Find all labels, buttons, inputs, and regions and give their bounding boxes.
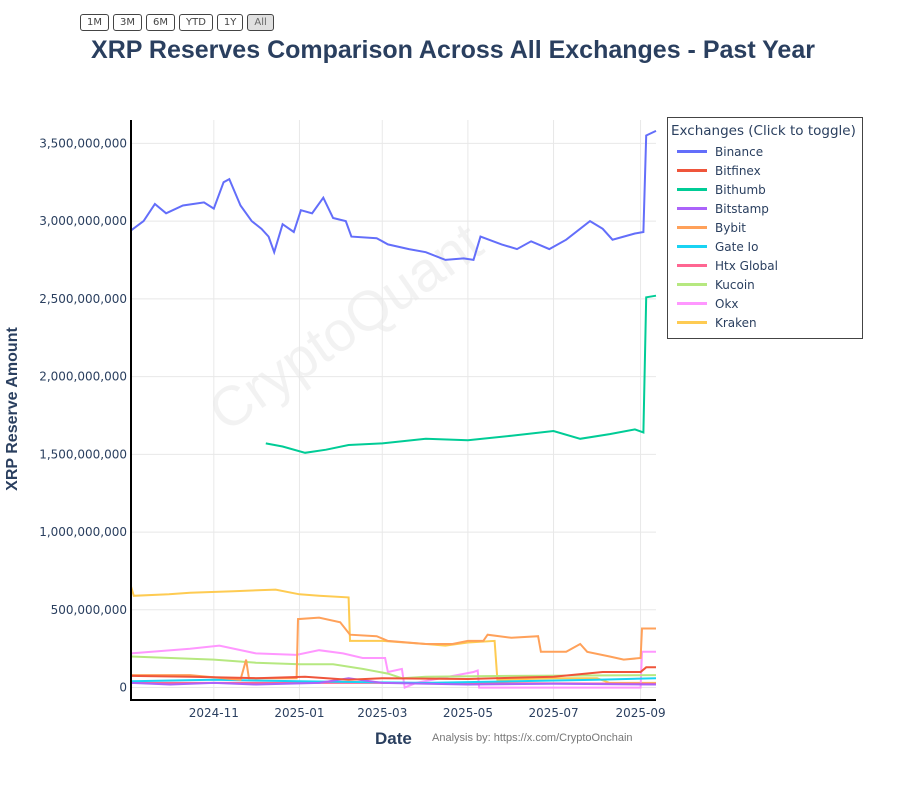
legend-label: Kraken — [715, 315, 757, 330]
legend-item-okx[interactable]: Okx — [671, 294, 862, 313]
credit-text: Analysis by: https://x.com/CryptoOnchain — [432, 732, 633, 744]
x-tick-label: 2025-05 — [443, 706, 493, 720]
x-tick-label: 2025-01 — [274, 706, 324, 720]
legend-swatch — [677, 302, 707, 305]
legend-item-binance[interactable]: Binance — [671, 142, 862, 161]
legend-label: Htx Global — [715, 258, 778, 273]
legend-label: Bithumb — [715, 182, 766, 197]
series-line-gate-io — [130, 677, 657, 684]
range-button-all[interactable]: All — [247, 14, 274, 31]
y-tick-label: 2,500,000,000 — [39, 292, 127, 306]
series-line-bithumb — [265, 294, 657, 454]
range-button-3m[interactable]: 3M — [113, 14, 142, 31]
legend-item-bitstamp[interactable]: Bitstamp — [671, 199, 862, 218]
x-tick-label: 2025-03 — [357, 706, 407, 720]
x-tick-label: 2025-07 — [528, 706, 578, 720]
legend-item-htx-global[interactable]: Htx Global — [671, 256, 862, 275]
legend-swatch — [677, 150, 707, 153]
y-tick-label: 1,500,000,000 — [39, 447, 127, 461]
legend-item-kucoin[interactable]: Kucoin — [671, 275, 862, 294]
legend-label: Bybit — [715, 220, 746, 235]
x-axis-label: Date — [375, 729, 412, 748]
legend-swatch — [677, 188, 707, 191]
legend-label: Binance — [715, 144, 764, 159]
series-line-kraken — [130, 586, 656, 684]
legend-swatch — [677, 321, 707, 324]
chart-title: XRP Reserves Comparison Across All Excha… — [91, 36, 815, 64]
legend-title: Exchanges (Click to toggle) — [671, 123, 856, 139]
range-button-1m[interactable]: 1M — [80, 14, 109, 31]
legend-item-gate-io[interactable]: Gate Io — [671, 237, 862, 256]
series-line-okx — [130, 644, 656, 690]
legend-item-kraken[interactable]: Kraken — [671, 313, 862, 332]
y-tick-label: 1,000,000,000 — [39, 525, 127, 539]
y-tick-label: 0 — [119, 681, 127, 695]
y-tick-label: 500,000,000 — [51, 603, 127, 617]
series-line-bitstamp — [130, 677, 657, 686]
y-tick-label: 3,000,000,000 — [39, 214, 127, 228]
legend-item-bithumb[interactable]: Bithumb — [671, 180, 862, 199]
legend-item-bybit[interactable]: Bybit — [671, 218, 862, 237]
x-tick-label: 2025-09 — [615, 706, 665, 720]
range-selector: 1M 3M 6M YTD 1Y All — [80, 14, 274, 31]
legend-swatch — [677, 264, 707, 267]
range-button-1y[interactable]: 1Y — [216, 14, 244, 31]
legend-label: Gate Io — [715, 239, 759, 254]
legend: Exchanges (Click to toggle) Binance Bitfi… — [667, 117, 863, 339]
range-button-ytd[interactable]: YTD — [179, 14, 213, 31]
legend-item-bitfinex[interactable]: Bitfinex — [671, 161, 862, 180]
y-tick-label: 3,500,000,000 — [39, 136, 127, 150]
y-tick-label: 2,000,000,000 — [39, 370, 127, 384]
range-button-6m[interactable]: 6M — [146, 14, 175, 31]
legend-swatch — [677, 226, 707, 229]
legend-label: Kucoin — [715, 277, 755, 292]
x-tick-label: 2024-11 — [189, 706, 239, 720]
series-line-binance — [130, 129, 657, 262]
series-line-kucoin — [130, 655, 657, 680]
legend-label: Bitfinex — [715, 163, 761, 178]
legend-swatch — [677, 245, 707, 248]
legend-label: Okx — [715, 296, 739, 311]
legend-label: Bitstamp — [715, 201, 769, 216]
series-line-bitfinex — [130, 666, 656, 681]
legend-swatch — [677, 169, 707, 172]
legend-swatch — [677, 207, 707, 210]
legend-swatch — [677, 283, 707, 286]
y-axis-label: XRP Reserve Amount — [4, 327, 21, 491]
